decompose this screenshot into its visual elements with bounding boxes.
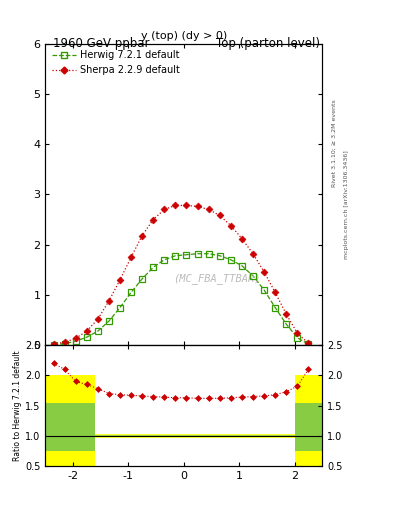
- Y-axis label: Ratio to Herwig 7.2.1 default: Ratio to Herwig 7.2.1 default: [13, 350, 22, 461]
- Text: (MC_FBA_TTBAR): (MC_FBA_TTBAR): [173, 273, 261, 284]
- Legend: Herwig 7.2.1 default, Sherpa 2.2.9 default: Herwig 7.2.1 default, Sherpa 2.2.9 defau…: [48, 47, 184, 79]
- Text: Rivet 3.1.10; ≥ 3.2M events: Rivet 3.1.10; ≥ 3.2M events: [332, 99, 337, 187]
- Text: Top (parton level): Top (parton level): [216, 37, 320, 50]
- Text: mcplots.cern.ch [arXiv:1306.3436]: mcplots.cern.ch [arXiv:1306.3436]: [344, 151, 349, 259]
- Text: 1960 GeV ppbar: 1960 GeV ppbar: [53, 37, 150, 50]
- Title: y (top) (dy > 0): y (top) (dy > 0): [141, 31, 227, 41]
